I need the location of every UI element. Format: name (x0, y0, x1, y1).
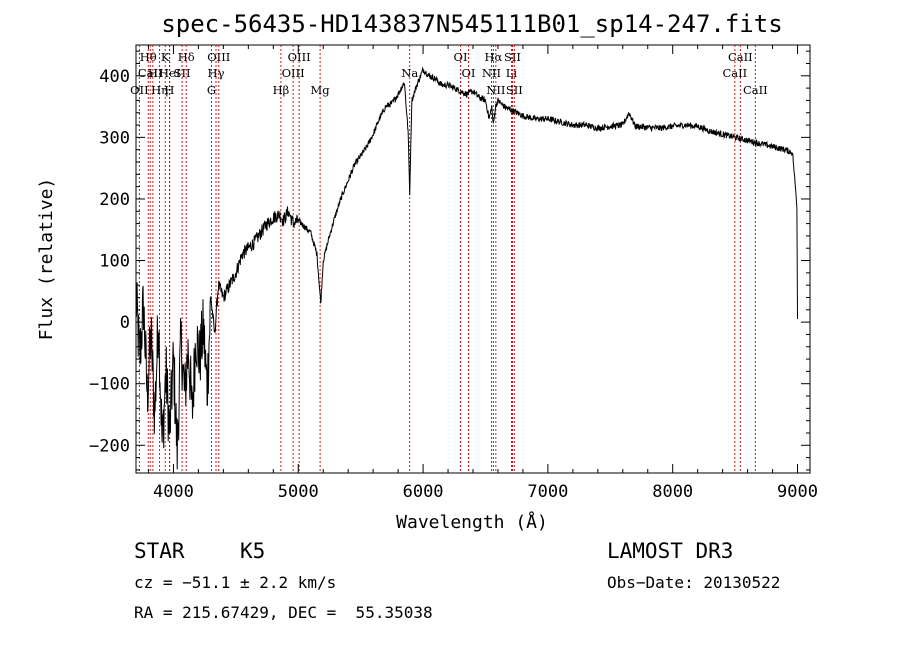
line-label-15: OIII (288, 50, 311, 64)
line-label-9: Hδ (178, 50, 195, 64)
x-tick-label: 7000 (527, 482, 568, 502)
line-label-14: OIII (282, 66, 305, 80)
line-label-22: NII (486, 83, 505, 97)
plot-frame (135, 44, 811, 474)
spectral-line-markers (138, 45, 756, 473)
x-axis: 4000 5000 6000 7000 8000 9000 (147, 45, 818, 502)
observation-date: Obs−Date: 20130522 (607, 573, 781, 592)
line-label-25: SII (506, 83, 523, 97)
x-tick-label: 9000 (777, 482, 818, 502)
object-subclass: K5 (240, 539, 266, 563)
x-tick-label: 5000 (278, 482, 319, 502)
y-tick-label: −100 (89, 375, 130, 395)
spectrum-series (135, 66, 798, 470)
y-tick-label: −200 (89, 436, 130, 456)
line-label-27: CaII (722, 66, 747, 80)
line-label-8: SII (174, 66, 191, 80)
line-label-0: Hθ (140, 50, 157, 64)
y-tick-label: 400 (99, 67, 130, 87)
line-label-24: Li (506, 66, 518, 80)
spectrum-line (135, 66, 798, 470)
x-tick-label: 8000 (652, 482, 693, 502)
line-label-17: Na (401, 66, 418, 80)
line-label-20: Hα (484, 50, 502, 64)
line-label-6: HeI (159, 66, 180, 80)
line-label-3: H (148, 66, 158, 80)
x-tick-label: 6000 (403, 482, 444, 502)
y-tick-label: 100 (99, 252, 130, 272)
line-label-7: H (164, 83, 174, 97)
x-axis-label: Wavelength (Å) (396, 511, 548, 533)
line-label-10: OIII (207, 50, 230, 64)
redshift-velocity: cz = −51.1 ± 2.2 km/s (134, 573, 337, 592)
line-label-1: CaII (138, 66, 163, 80)
y-axis: −200 −100 0 100 200 300 400 (89, 50, 810, 471)
line-label-13: Hβ (273, 83, 290, 97)
line-label-11: Hγ (208, 66, 225, 80)
survey-name: LAMOST DR3 (607, 539, 734, 563)
line-label-4: Hη (151, 83, 168, 97)
y-tick-label: 0 (120, 313, 130, 333)
chart-title: spec-56435-HD143837N545111B01_sp14-247.f… (161, 10, 782, 38)
line-label-12: G (207, 83, 216, 97)
x-tick-label: 4000 (153, 482, 194, 502)
line-label-5: K (161, 50, 170, 64)
coordinates: RA = 215.67429, DEC = 55.35038 (134, 603, 433, 622)
line-label-26: CaII (728, 50, 753, 64)
line-label-16: Mg (311, 83, 331, 97)
object-class: STAR (134, 539, 185, 563)
y-tick-label: 200 (99, 190, 130, 210)
line-label-2: OII (130, 83, 149, 97)
y-tick-label: 300 (99, 128, 130, 148)
y-axis-label: Flux (relative) (36, 178, 57, 341)
line-label-23: SII (504, 50, 521, 64)
line-label-18: OI (454, 50, 468, 64)
line-label-21: NII (482, 66, 501, 80)
line-label-19: OI (462, 66, 476, 80)
line-label-28: CaII (743, 83, 768, 97)
